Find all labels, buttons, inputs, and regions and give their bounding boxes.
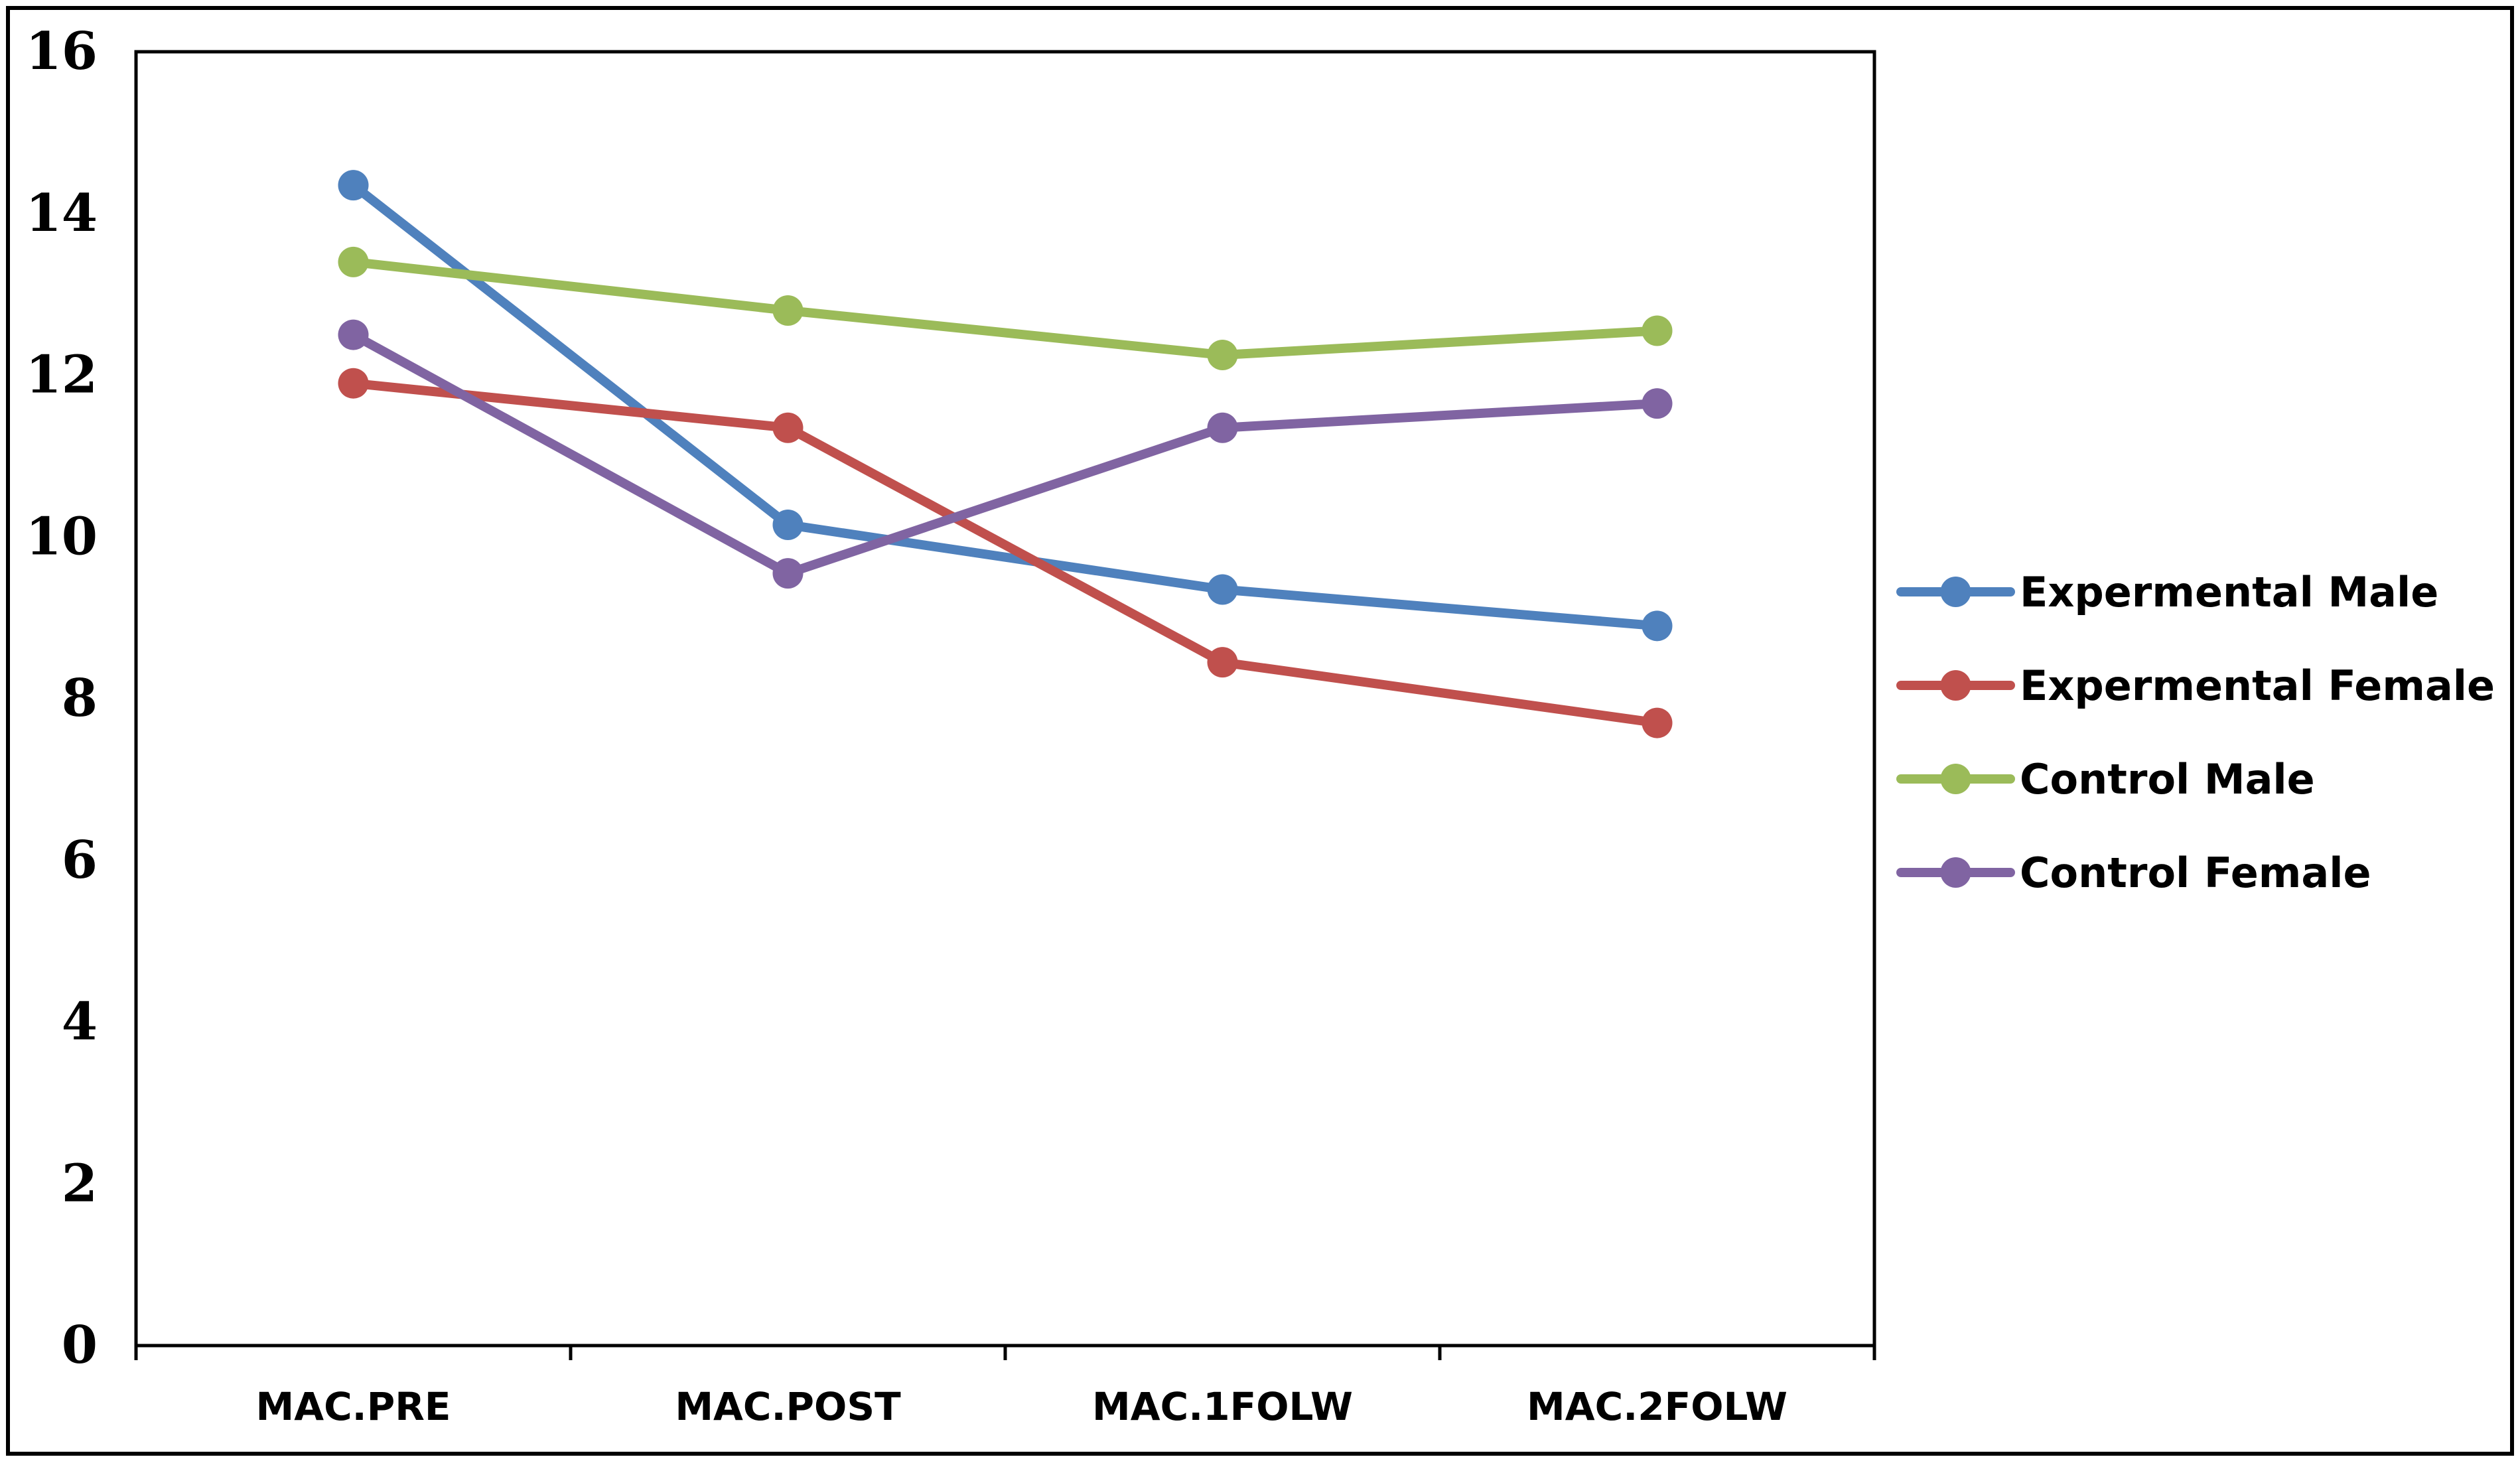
y-tick-label: 8 bbox=[62, 668, 98, 729]
data-point bbox=[1207, 340, 1238, 371]
legend-label: Control Female bbox=[2020, 849, 2371, 897]
series-line bbox=[348, 378, 1662, 728]
y-tick-label: 16 bbox=[25, 21, 98, 82]
series-line bbox=[348, 330, 1662, 579]
x-axis-ticks: MAC.PRE MAC.POST MAC.1FOLW MAC.2FOLW bbox=[134, 1346, 1876, 1429]
x-tick-label: MAC.2FOLW bbox=[1527, 1384, 1787, 1429]
legend-label: Expermental Male bbox=[2020, 568, 2438, 616]
series-line bbox=[348, 180, 1662, 631]
series-layer bbox=[338, 170, 1673, 738]
x-tick-label: MAC.1FOLW bbox=[1092, 1384, 1353, 1429]
data-point bbox=[338, 246, 369, 277]
legend-marker bbox=[1940, 764, 1971, 794]
data-point bbox=[1642, 610, 1673, 642]
x-tick-label: MAC.POST bbox=[675, 1384, 901, 1429]
data-point bbox=[1207, 574, 1238, 605]
x-tick-label: MAC.PRE bbox=[256, 1384, 451, 1429]
y-tick-label: 2 bbox=[62, 1153, 98, 1214]
data-point bbox=[1207, 412, 1238, 443]
legend-label: Control Male bbox=[2020, 755, 2315, 803]
legend-marker bbox=[1940, 577, 1971, 607]
data-point bbox=[1207, 647, 1238, 678]
data-point bbox=[1642, 707, 1673, 738]
legend: Expermental Male Expermental Female Contro… bbox=[1896, 568, 2495, 897]
y-tick-label: 10 bbox=[25, 506, 98, 567]
y-tick-label: 0 bbox=[62, 1315, 98, 1375]
y-tick-label: 14 bbox=[25, 183, 98, 244]
y-tick-label: 6 bbox=[62, 830, 98, 890]
data-point bbox=[1642, 388, 1673, 419]
data-point bbox=[338, 368, 369, 399]
y-tick-label: 4 bbox=[62, 992, 98, 1052]
legend-marker bbox=[1940, 670, 1971, 701]
data-point bbox=[338, 170, 369, 201]
y-axis-ticks: 0 2 4 6 8 10 12 14 16 bbox=[25, 21, 98, 1375]
data-point bbox=[772, 412, 804, 443]
data-point bbox=[772, 295, 804, 326]
data-point bbox=[1642, 315, 1673, 346]
series-line bbox=[348, 257, 1662, 360]
legend-marker bbox=[1940, 857, 1971, 888]
data-point bbox=[772, 509, 804, 540]
y-tick-label: 12 bbox=[25, 345, 98, 405]
legend-label: Expermental Female bbox=[2020, 662, 2495, 710]
outer-frame bbox=[6, 6, 2514, 1456]
data-point bbox=[772, 558, 804, 589]
data-point bbox=[338, 319, 369, 350]
